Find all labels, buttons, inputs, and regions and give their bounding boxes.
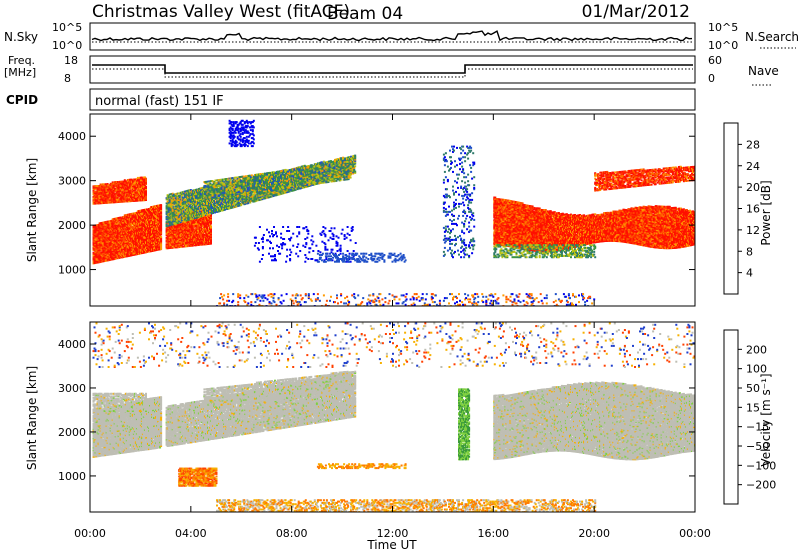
- scatter-cell: [160, 236, 162, 238]
- freq-trace: [92, 65, 693, 73]
- scatter-cell: [145, 178, 147, 180]
- nsky-tick-bottom: 10^0: [52, 39, 82, 52]
- nsky-label: N.Sky: [4, 30, 38, 44]
- cpid-strip: CPID normal (fast) 151 IF: [6, 89, 695, 110]
- nave-tick-top: 60: [708, 54, 722, 67]
- freq-tick-bottom: 8: [64, 72, 71, 85]
- nsky-tick-top-right: 10^5: [708, 21, 738, 34]
- scatter-cell: [178, 192, 180, 194]
- cpid-value: normal (fast) 151 IF: [95, 94, 224, 109]
- beam-label: Beam 04: [327, 4, 403, 24]
- freq-tick-top: 18: [64, 54, 78, 67]
- freq-unit: [MHz]: [4, 66, 36, 79]
- scatter-cell: [145, 186, 147, 188]
- nave-label: Nave: [748, 64, 779, 78]
- nsearch-label: N.Search: [745, 30, 799, 44]
- nave-tick-bottom: 0: [708, 72, 715, 85]
- nsky-strip: N.Sky 10^5 10^0 10^5 10^0 N.Search: [4, 21, 799, 52]
- scatter-cell: [160, 204, 162, 206]
- scatter-cell: [137, 177, 139, 179]
- power-data: [93, 120, 698, 307]
- scatter-cell: [210, 225, 212, 227]
- nsky-tick-bottom-right: 10^0: [708, 39, 738, 52]
- cpid-label: CPID: [6, 93, 38, 107]
- freq-strip: Freq. [MHz] 18 8 60 0 Nave: [4, 54, 779, 85]
- nsky-tick-top: 10^5: [52, 21, 82, 34]
- scatter-cell: [196, 217, 198, 219]
- nsky-trace: [92, 31, 692, 40]
- scatter-cell: [192, 212, 194, 214]
- station-title: Christmas Valley West (fitACF): [92, 2, 350, 22]
- date-label: 01/Mar/2012: [582, 2, 690, 22]
